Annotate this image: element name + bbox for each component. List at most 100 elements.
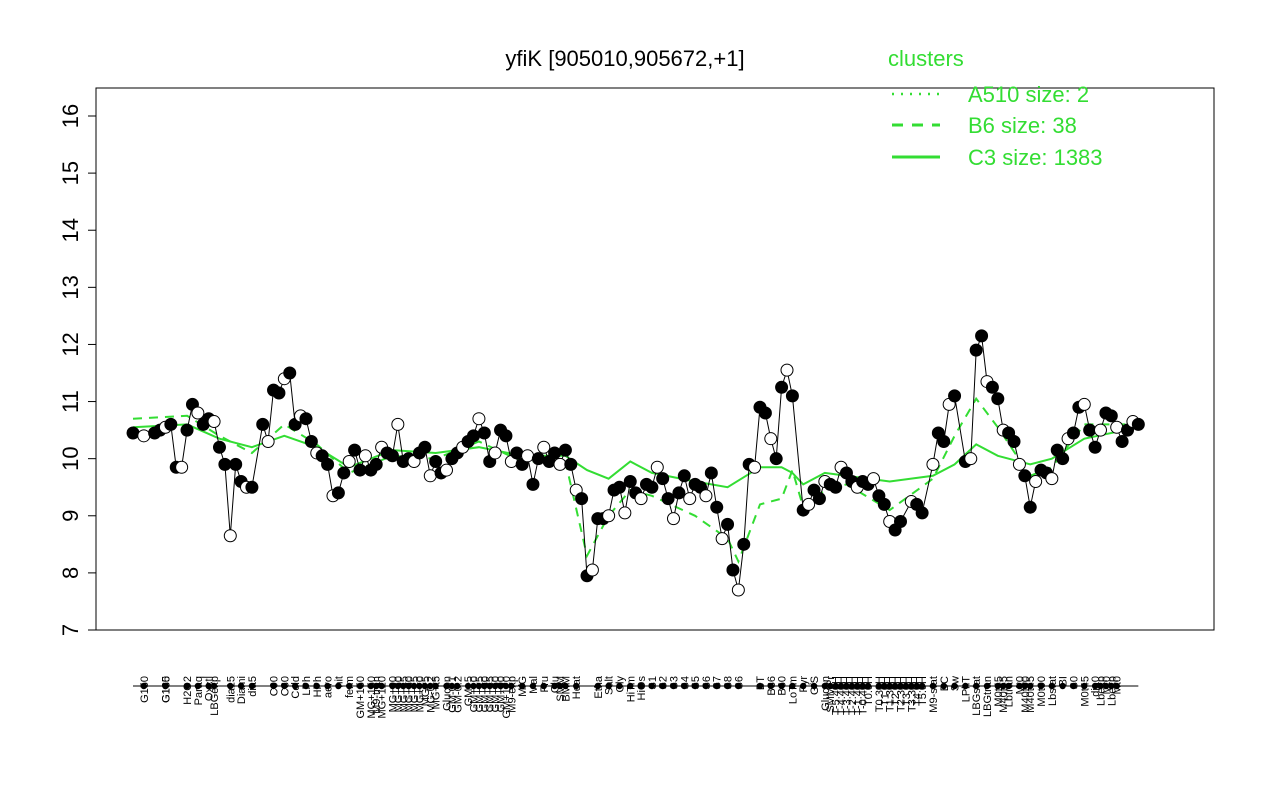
data-point [656, 472, 670, 486]
data-point [683, 492, 697, 506]
y-tick-label: 15 [58, 161, 83, 185]
data-point [283, 366, 297, 380]
data-point [612, 480, 626, 494]
x-tick-label: MG+t5 [431, 676, 443, 709]
data-point [477, 426, 491, 440]
data-point [975, 329, 989, 343]
x-tick-label: Etha [593, 675, 605, 699]
data-point [1077, 397, 1091, 411]
data-point [775, 380, 789, 394]
data-point [748, 460, 762, 474]
data-point [1115, 435, 1129, 449]
data-point [348, 443, 362, 457]
x-tick-label: BMM [560, 676, 572, 702]
data-point [1007, 435, 1021, 449]
x-tick-label: M9-stat [928, 676, 940, 713]
data-point [661, 492, 675, 506]
data-point [331, 486, 345, 500]
data-point [1045, 472, 1059, 486]
data-point [212, 440, 226, 454]
data-point [1056, 452, 1070, 466]
legend: clusters A510 size: 2 B6 size: 38 C3 siz… [888, 46, 1103, 170]
data-point [704, 466, 718, 480]
data-point [467, 429, 481, 443]
data-point [1131, 417, 1145, 431]
y-tick-label: 9 [58, 510, 83, 522]
data-point [245, 480, 259, 494]
data-point [526, 477, 540, 491]
data-point [385, 449, 399, 463]
data-point [353, 463, 367, 477]
x-tick-label: T0.0H [863, 676, 875, 706]
y-tick-label: 16 [58, 104, 83, 128]
data-point [618, 506, 632, 520]
cluster-line [132, 396, 1139, 565]
legend-label-b6: B6 size: 38 [968, 113, 1077, 138]
data-point [650, 460, 664, 474]
x-tick-label: nit [333, 676, 345, 688]
x-tick-label: H2O2 [182, 676, 194, 705]
x-tick-label: Gly [614, 676, 626, 693]
data-point [472, 412, 486, 426]
data-point [499, 429, 513, 443]
legend-title: clusters [888, 46, 964, 71]
data-point [429, 455, 443, 469]
data-point [1029, 475, 1043, 489]
x-tick-label: S6 [733, 676, 745, 689]
data-point [575, 492, 589, 506]
data-point [937, 435, 951, 449]
x-tick-label: G/S [809, 676, 821, 695]
x-tick-label: LoTm [787, 676, 799, 704]
data-point [710, 500, 724, 514]
x-tick-label: G180 [160, 676, 172, 703]
x-tick-label: G135 [160, 676, 172, 703]
data-point [726, 563, 740, 577]
data-point [985, 380, 999, 394]
x-tick-label: Cold [290, 676, 302, 699]
data-point [737, 537, 751, 551]
data-point [915, 506, 929, 520]
data-point [510, 446, 524, 460]
y-tick-label: 10 [58, 446, 83, 470]
data-point [137, 429, 151, 443]
y-tick-label: 11 [58, 390, 83, 413]
data-point [672, 486, 686, 500]
y-tick-label: 12 [58, 332, 83, 356]
data-point [1018, 469, 1032, 483]
x-tick-label: Mt0 [1112, 676, 1124, 694]
data-point [175, 460, 189, 474]
x-tick-label: Mal [528, 676, 540, 694]
data-point [191, 406, 205, 420]
x-tick-label: Mt0 [1014, 676, 1026, 694]
x-tick-label: GM+150 [355, 676, 367, 719]
x-tick-label: M0t45 [1079, 676, 1091, 707]
x-tick-label: Heat [571, 676, 583, 699]
data-point [304, 435, 318, 449]
data-point [126, 426, 140, 440]
data-point [731, 583, 745, 597]
data-point [1023, 500, 1037, 514]
y-tick-label: 7 [58, 624, 83, 636]
y-tick-label: 14 [58, 218, 83, 242]
data-point [721, 517, 735, 531]
x-tick-label: GM-0.2 [452, 676, 464, 713]
data-point [261, 435, 275, 449]
x-tick-label: ferm [344, 676, 356, 698]
x-tick-label: aero [323, 676, 335, 698]
data-point [418, 440, 432, 454]
data-point [531, 452, 545, 466]
data-point [272, 386, 286, 400]
data-point [207, 415, 221, 429]
x-tick-label: Oxctl [204, 676, 216, 701]
data-point [667, 512, 680, 526]
x-tick-label: Pyr [798, 676, 810, 693]
x-tick-label: BI [1058, 676, 1070, 686]
data-point [1110, 420, 1124, 434]
data-point [585, 563, 599, 577]
x-tick-label: HiOs [636, 676, 648, 701]
x-tick-label: Lbstat [1047, 676, 1059, 706]
x-tick-label: Mt0 [1101, 676, 1113, 694]
x-tick-label: Lbtran [1004, 676, 1016, 707]
data-point [439, 463, 453, 477]
data-point [1088, 440, 1102, 454]
